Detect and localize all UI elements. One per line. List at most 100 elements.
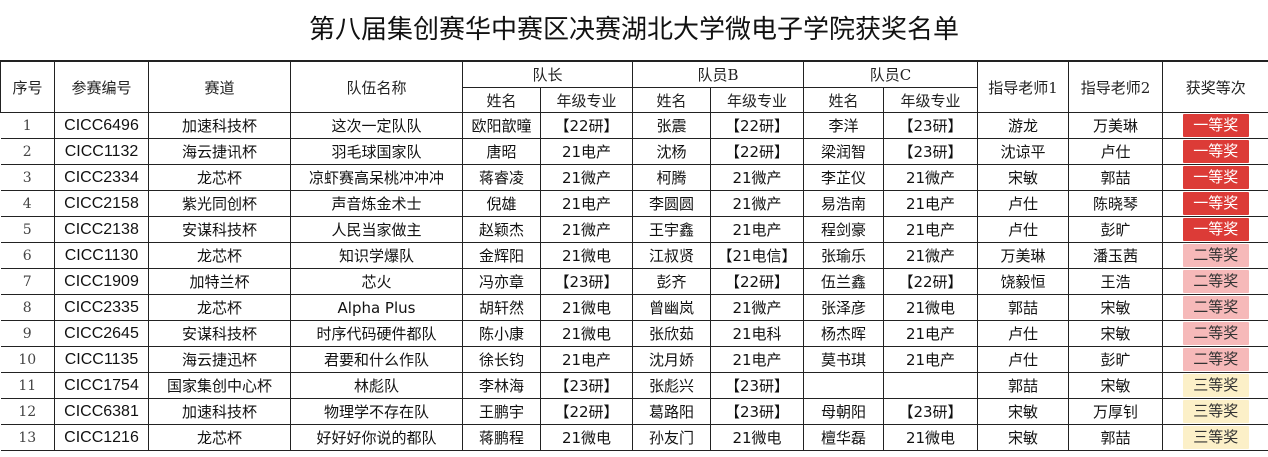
captain-grade-cell: 21微产	[539, 164, 634, 191]
award-badge: 一等奖	[1182, 192, 1249, 215]
award-cell: 一等奖	[1162, 216, 1268, 243]
header-team-name: 队伍名称	[290, 61, 463, 113]
advisor1-cell: 宋敏	[977, 164, 1070, 191]
index-cell: 5	[0, 216, 55, 243]
member-b-name-cell: 张震	[632, 112, 712, 139]
member-b-grade-cell: 21微产	[710, 190, 805, 217]
advisor1-cell: 卢仕	[977, 216, 1070, 243]
team-name-cell: 声音炼金术士	[290, 190, 463, 217]
award-badge: 三等奖	[1182, 426, 1249, 449]
member-b-grade-cell: 21电科	[710, 320, 805, 347]
captain-name-cell: 冯亦章	[462, 268, 541, 295]
advisor1-cell: 卢仕	[977, 346, 1070, 373]
track-cell: 加特兰杯	[148, 268, 291, 295]
header-index: 序号	[0, 61, 55, 113]
header-b-name: 姓名	[632, 87, 712, 113]
award-cell: 二等奖	[1162, 346, 1268, 373]
track-cell: 加速科技杯	[148, 398, 291, 425]
advisor2-cell: 卢仕	[1068, 138, 1164, 165]
member-c-name-cell: 李芷仪	[803, 164, 885, 191]
member-b-grade-cell: 【23研】	[710, 398, 805, 425]
member-b-name-cell: 葛路阳	[632, 398, 712, 425]
award-cell: 二等奖	[1162, 268, 1268, 295]
index-cell: 4	[0, 190, 55, 217]
advisor2-cell: 彭旷	[1068, 346, 1164, 373]
captain-grade-cell: 21微产	[539, 216, 634, 243]
member-c-grade-cell: 【23研】	[883, 398, 979, 425]
table-row: 10 CICC1135 海云捷迅杯 君要和什么作队 徐长钧 21电产 沈月娇 21电产 莫书琪 2…	[0, 346, 1268, 373]
member-b-name-cell: 沈月娇	[632, 346, 712, 373]
member-c-name-cell: 程剑豪	[803, 216, 885, 243]
team-name-cell: 芯火	[290, 268, 463, 295]
member-c-name-cell: 母朝阳	[803, 398, 885, 425]
advisor1-cell: 卢仕	[977, 190, 1070, 217]
captain-name-cell: 陈小康	[462, 320, 541, 347]
track-cell: 龙芯杯	[148, 164, 291, 191]
captain-grade-cell: 【22研】	[539, 112, 634, 139]
table-row: 6 CICC1130 龙芯杯 知识学爆队 金辉阳 21微电 江叔贤 【21电信】 张瑜乐 21微产…	[0, 242, 1268, 269]
advisor2-cell: 郭喆	[1068, 424, 1164, 451]
header-captain-grade: 年级专业	[539, 87, 634, 113]
header-track: 赛道	[148, 61, 291, 113]
table-row: 1 CICC6496 加速科技杯 这次一定队队 欧阳歆曈 【22研】 张震 【22研】 李洋 【2…	[0, 112, 1268, 139]
header-advisor2: 指导老师2	[1068, 61, 1164, 113]
entry-id-cell: CICC1909	[54, 268, 149, 295]
award-badge: 二等奖	[1182, 270, 1249, 293]
award-badge: 二等奖	[1182, 322, 1249, 345]
header-c-grade: 年级专业	[883, 87, 978, 113]
member-b-grade-cell: 【22研】	[710, 112, 805, 139]
entry-id-cell: CICC2335	[54, 294, 149, 321]
captain-grade-cell: 【22研】	[539, 398, 634, 425]
captain-grade-cell: 21微电	[539, 294, 634, 321]
captain-grade-cell: 21电产	[539, 346, 634, 373]
member-b-grade-cell: 21微产	[710, 294, 805, 321]
index-cell: 7	[0, 268, 55, 295]
table-row: 8 CICC2335 龙芯杯 Alpha Plus 胡轩然 21微电 曾幽岚 21微产 张泽彦 2…	[0, 294, 1268, 321]
captain-name-cell: 胡轩然	[462, 294, 541, 321]
member-b-name-cell: 曾幽岚	[632, 294, 712, 321]
award-cell: 一等奖	[1162, 138, 1268, 165]
entry-id-cell: CICC1130	[54, 242, 149, 269]
advisor1-cell: 宋敏	[977, 424, 1070, 451]
advisor2-cell: 王浩	[1068, 268, 1164, 295]
track-cell: 海云捷讯杯	[148, 138, 291, 165]
captain-name-cell: 唐昭	[462, 138, 541, 165]
advisor2-cell: 陈晓琴	[1068, 190, 1164, 217]
index-cell: 8	[0, 294, 55, 321]
table-row: 3 CICC2334 龙芯杯 凉虾赛高呆桃冲冲冲 蒋睿凌 21微产 柯腾 21微产 李芷仪 21微…	[0, 164, 1268, 191]
captain-grade-cell: 21微电	[539, 320, 634, 347]
index-cell: 1	[0, 112, 55, 139]
captain-name-cell: 赵颖杰	[462, 216, 541, 243]
member-c-grade-cell	[883, 372, 979, 399]
award-cell: 二等奖	[1162, 294, 1268, 321]
award-badge: 一等奖	[1182, 218, 1249, 241]
advisor1-cell: 郭喆	[977, 294, 1070, 321]
header-c-name: 姓名	[803, 87, 885, 113]
entry-id-cell: CICC6496	[54, 112, 149, 139]
table-row: 4 CICC2158 紫光同创杯 声音炼金术士 倪雄 21电产 李圆圆 21微产 易浩南 21电产…	[0, 190, 1268, 217]
team-name-cell: 知识学爆队	[290, 242, 463, 269]
captain-name-cell: 王鹏宇	[462, 398, 541, 425]
advisor2-cell: 潘玉茜	[1068, 242, 1164, 269]
track-cell: 龙芯杯	[148, 424, 291, 451]
advisor1-cell: 郭喆	[977, 372, 1070, 399]
member-c-grade-cell: 21电产	[883, 320, 979, 347]
advisor2-cell: 郭喆	[1068, 164, 1164, 191]
award-badge: 二等奖	[1182, 244, 1249, 267]
award-cell: 一等奖	[1162, 112, 1268, 139]
team-name-cell: 物理学不存在队	[290, 398, 463, 425]
table-row: 12 CICC6381 加速科技杯 物理学不存在队 王鹏宇 【22研】 葛路阳 【23研】 母朝…	[0, 398, 1268, 425]
award-badge: 一等奖	[1182, 114, 1249, 137]
track-cell: 海云捷迅杯	[148, 346, 291, 373]
team-name-cell: 这次一定队队	[290, 112, 463, 139]
entry-id-cell: CICC1754	[54, 372, 149, 399]
award-badge: 一等奖	[1182, 166, 1249, 189]
member-b-name-cell: 王宇鑫	[632, 216, 712, 243]
member-c-name-cell: 杨杰晖	[803, 320, 885, 347]
captain-grade-cell: 【23研】	[539, 268, 634, 295]
page-title: 第八届集创赛华中赛区决赛湖北大学微电子学院获奖名单	[0, 0, 1268, 61]
index-cell: 6	[0, 242, 55, 269]
captain-name-cell: 欧阳歆曈	[462, 112, 541, 139]
header-entry-id: 参赛编号	[54, 61, 149, 113]
header-captain-name: 姓名	[462, 87, 541, 113]
